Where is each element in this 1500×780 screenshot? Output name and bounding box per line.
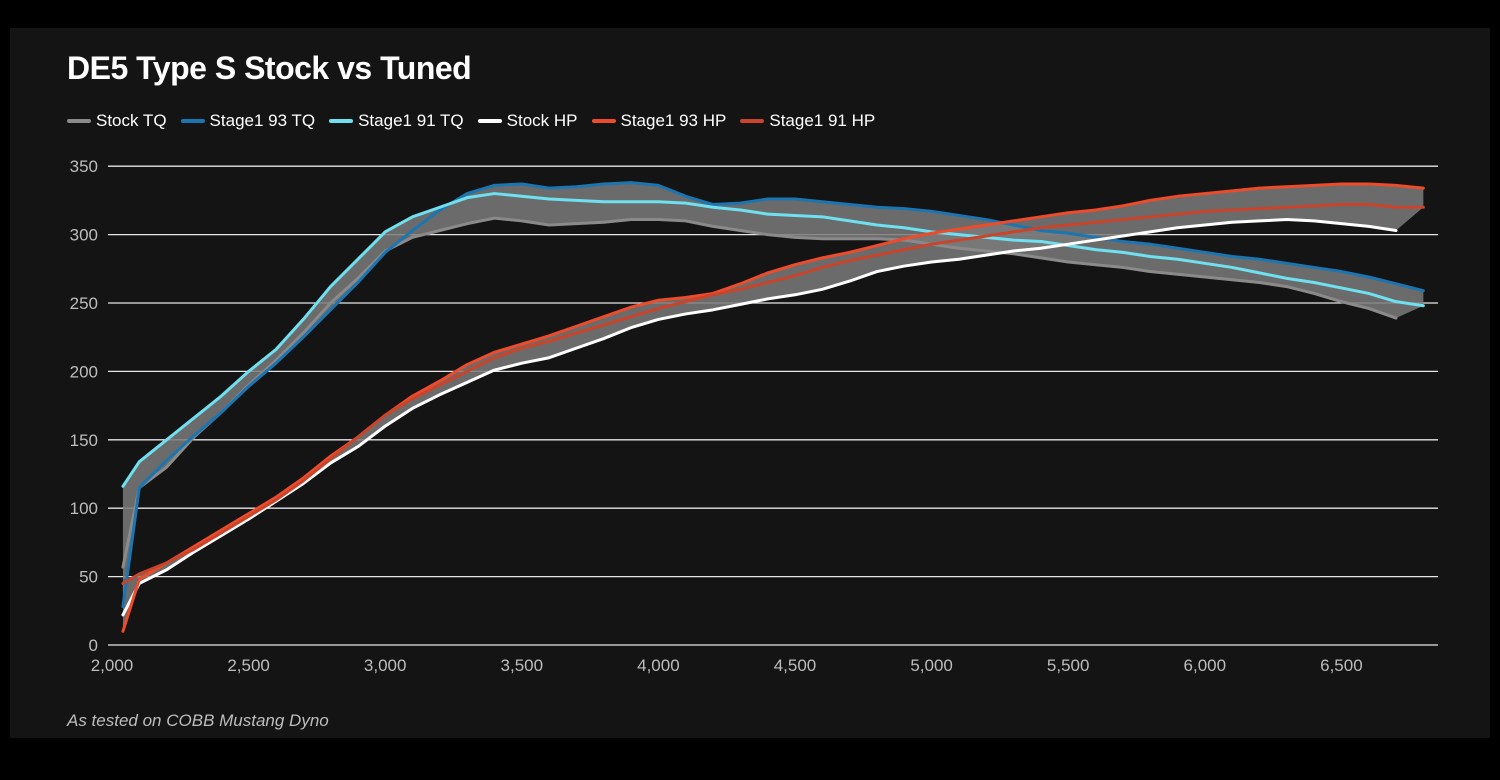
x-tick-label: 3,500 <box>501 656 544 675</box>
y-tick-label: 300 <box>70 226 98 245</box>
x-tick-label: 2,000 <box>91 656 134 675</box>
series-line-stock-tq <box>121 216 1398 569</box>
x-tick-label: 2,500 <box>227 656 270 675</box>
x-tick-label: 5,500 <box>1047 656 1090 675</box>
x-tick-label: 5,000 <box>910 656 953 675</box>
x-tick-label: 6,500 <box>1320 656 1363 675</box>
x-tick-label: 6,000 <box>1184 656 1227 675</box>
x-tick-label: 4,500 <box>774 656 817 675</box>
chart-title: DE5 Type S Stock vs Tuned <box>67 50 472 86</box>
legend-label: Stage1 93 HP <box>620 111 727 130</box>
y-tick-label: 0 <box>89 636 98 655</box>
legend-swatch <box>329 119 354 123</box>
legend-item[interactable]: Stage1 93 HP <box>591 111 727 131</box>
legend-swatch <box>67 119 91 123</box>
legend-item[interactable]: Stage1 91 TQ <box>329 111 464 131</box>
y-tick-label: 50 <box>79 568 98 587</box>
legend-item[interactable]: Stage1 91 HP <box>740 111 875 131</box>
x-tick-label: 3,000 <box>364 656 407 675</box>
footnote: As tested on COBB Mustang Dyno <box>67 711 329 730</box>
legend-label: Stock TQ <box>96 111 167 130</box>
y-tick-label: 100 <box>70 499 98 518</box>
y-tick-label: 350 <box>70 157 98 176</box>
y-tick-label: 150 <box>70 431 98 450</box>
legend-swatch <box>180 119 205 123</box>
legend: Stock TQ Stage1 93 TQ Stage1 91 TQ Stock HP… <box>67 111 875 131</box>
band-tq <box>122 182 1424 607</box>
legend-label: Stage1 93 TQ <box>209 111 316 130</box>
legend-swatch <box>477 119 502 123</box>
legend-item[interactable]: Stage1 93 TQ <box>180 111 316 131</box>
legend-label: Stock HP <box>506 111 578 130</box>
legend-label: Stage1 91 HP <box>769 111 876 130</box>
series-line-stage1-93-tq <box>121 181 1425 609</box>
legend-swatch <box>740 119 765 123</box>
legend-item[interactable]: Stock TQ <box>67 111 167 131</box>
y-tick-label: 250 <box>70 294 98 313</box>
x-tick-label: 4,000 <box>637 656 680 675</box>
series-line-stage1-91-hp <box>121 203 1425 585</box>
legend-swatch <box>591 119 616 123</box>
series-line-stock-hp <box>121 218 1398 617</box>
legend-item[interactable]: Stock HP <box>477 111 578 131</box>
y-tick-label: 200 <box>70 362 98 381</box>
series-line-stage1-93-hp <box>121 182 1425 633</box>
legend-label: Stage1 91 TQ <box>358 111 464 130</box>
series-line-stage1-91-tq <box>121 192 1425 488</box>
chart-panel <box>10 28 1490 738</box>
band-hp <box>122 183 1424 632</box>
